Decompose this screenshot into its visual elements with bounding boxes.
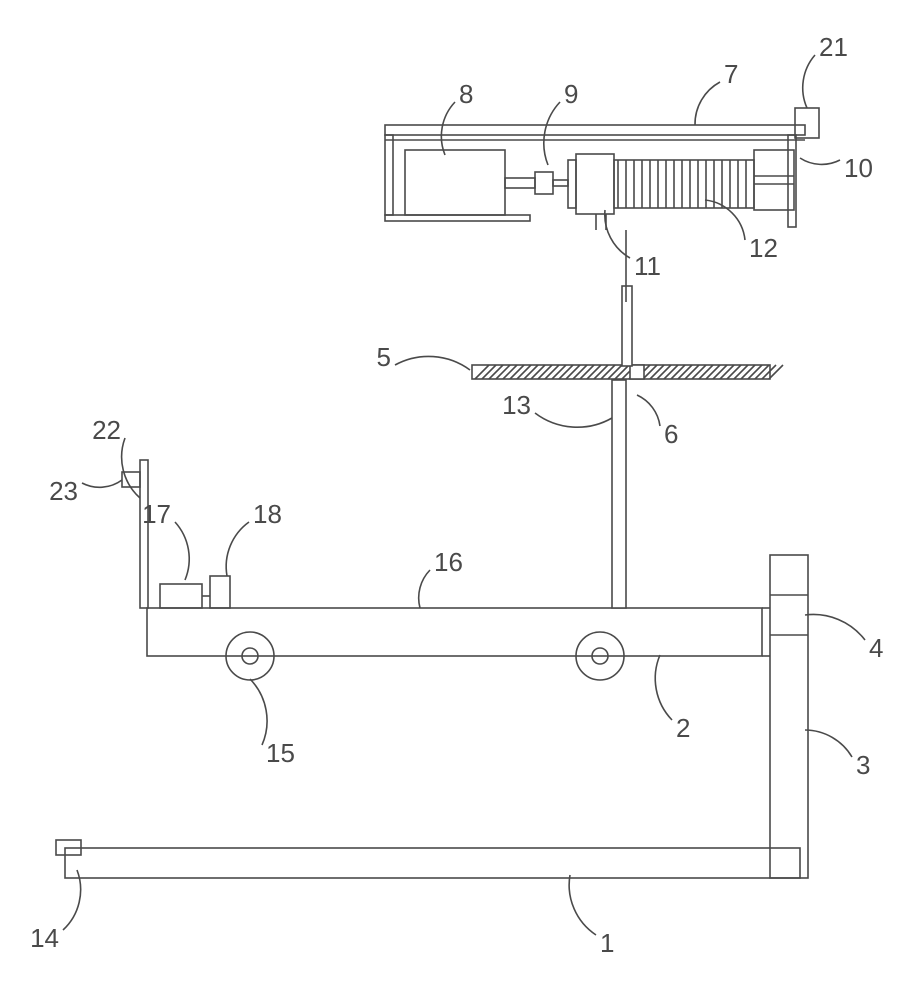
leader-15 bbox=[250, 679, 267, 745]
coupling-9 bbox=[535, 172, 553, 194]
vertical-column bbox=[770, 555, 808, 878]
label-7: 7 bbox=[724, 59, 738, 89]
label-21: 21 bbox=[819, 32, 848, 62]
label-14: 14 bbox=[30, 923, 59, 953]
leader-17 bbox=[175, 522, 189, 580]
label-10: 10 bbox=[844, 153, 873, 183]
leader-6 bbox=[637, 395, 660, 426]
label-22: 22 bbox=[92, 415, 121, 445]
leader-21 bbox=[803, 55, 815, 108]
leader-22 bbox=[122, 438, 140, 498]
block-21 bbox=[795, 108, 819, 138]
label-6: 6 bbox=[664, 419, 678, 449]
label-16: 16 bbox=[434, 547, 463, 577]
baffle-post bbox=[140, 460, 148, 608]
top-beam bbox=[385, 125, 805, 135]
leader-10 bbox=[800, 158, 840, 164]
leader-1 bbox=[569, 875, 596, 935]
label-8: 8 bbox=[459, 79, 473, 109]
leader-3 bbox=[805, 730, 852, 757]
label-9: 9 bbox=[564, 79, 578, 109]
label-5: 5 bbox=[377, 342, 391, 372]
label-3: 3 bbox=[856, 750, 870, 780]
leader-18 bbox=[226, 522, 249, 576]
label-17: 17 bbox=[142, 499, 171, 529]
leader-4 bbox=[805, 614, 865, 640]
leader-5 bbox=[395, 356, 470, 370]
left-hanger bbox=[385, 135, 393, 215]
drum-flange bbox=[568, 160, 576, 208]
piston-rod bbox=[622, 286, 632, 366]
leader-2 bbox=[655, 655, 672, 720]
leader-13 bbox=[535, 413, 612, 427]
leader-14 bbox=[63, 870, 81, 930]
pin-13 bbox=[612, 380, 626, 608]
label-1: 1 bbox=[600, 928, 614, 958]
motor-shelf bbox=[385, 215, 530, 221]
coil-area bbox=[614, 160, 754, 208]
leader-7 bbox=[695, 82, 720, 125]
base-rail bbox=[65, 848, 800, 878]
label-15: 15 bbox=[266, 738, 295, 768]
carriage-frame bbox=[147, 608, 762, 656]
leader-9 bbox=[544, 102, 560, 165]
label-18: 18 bbox=[253, 499, 282, 529]
label-4: 4 bbox=[869, 633, 883, 663]
leader-8 bbox=[441, 102, 455, 155]
drum-body bbox=[576, 154, 614, 214]
diagram-svg: 123456789101112131415161718212223 bbox=[0, 0, 909, 1000]
label-11: 11 bbox=[634, 251, 661, 281]
coupling-18 bbox=[210, 576, 230, 608]
leader-16 bbox=[419, 570, 430, 608]
label-13: 13 bbox=[502, 390, 531, 420]
label-12: 12 bbox=[749, 233, 778, 263]
motor-17 bbox=[160, 584, 202, 608]
label-2: 2 bbox=[676, 713, 690, 743]
leader-12 bbox=[705, 200, 745, 240]
label-23: 23 bbox=[49, 476, 78, 506]
motor-8 bbox=[405, 150, 505, 215]
leader-23 bbox=[82, 480, 122, 487]
